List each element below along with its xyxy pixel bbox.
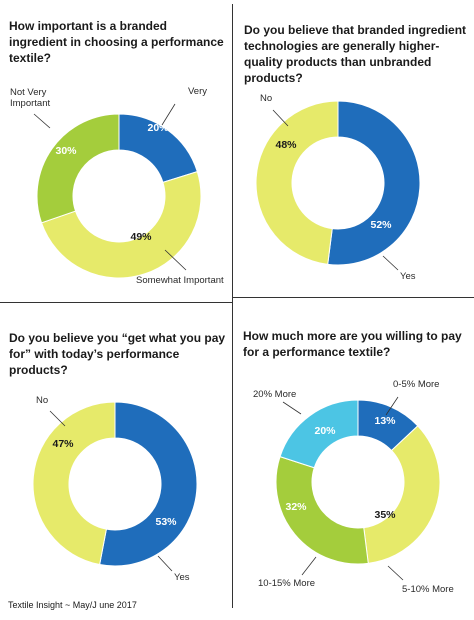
category-label-no: No <box>260 93 272 104</box>
leader-line-10-15-more <box>301 556 317 576</box>
donut-slice-10-15-more <box>275 456 369 565</box>
percent-label-20-more: 20% <box>314 425 336 437</box>
chart-title: How much more are you willing to pay for… <box>243 329 462 359</box>
leader-line-somewhat-important <box>164 249 187 271</box>
percent-label-somewhat-important: 49% <box>130 231 152 243</box>
percent-label-10-15-more: 32% <box>285 501 307 513</box>
left-horizontal-divider <box>0 302 232 303</box>
donut-slice-not-very-important <box>36 113 120 224</box>
category-label-very: Very <box>188 86 207 97</box>
category-label-somewhat-important: Somewhat Important <box>136 275 224 286</box>
leader-line-yes <box>382 255 399 271</box>
chart-title: How important is a branded ingredient in… <box>9 19 224 65</box>
category-label-yes: Yes <box>400 271 416 282</box>
donut-slice-20-more <box>279 399 359 469</box>
leader-line-very <box>161 103 176 126</box>
percent-label-no: 48% <box>275 139 297 151</box>
percent-label-0-5-more: 13% <box>374 415 396 427</box>
percent-label-5-10-more: 35% <box>374 509 396 521</box>
donut-slice-yes <box>327 100 421 266</box>
donut-slice-somewhat-important <box>40 171 202 279</box>
category-label-no: No <box>36 395 48 406</box>
percent-label-yes: 52% <box>370 219 392 231</box>
donut-slice-no <box>255 100 339 265</box>
category-label-10-15-more: 10-15% More <box>258 578 315 589</box>
percent-label-yes: 53% <box>155 516 177 528</box>
category-label-20-more: 20% More <box>253 389 296 400</box>
category-label-not-very-important: Not Very Important <box>10 87 50 109</box>
right-horizontal-divider <box>233 297 474 298</box>
leader-line-yes <box>157 555 173 572</box>
chart-title: Do you believe that branded ingredient t… <box>244 23 467 85</box>
donut-slice-5-10-more <box>363 425 441 564</box>
percent-label-no: 47% <box>52 438 74 450</box>
chart-title: Do you believe you “get what you pay for… <box>9 331 226 377</box>
category-label-0-5-more: 0-5% More <box>393 379 439 390</box>
category-label-yes: Yes <box>174 572 190 583</box>
donut-slice-no <box>32 401 116 566</box>
leader-line-20-more <box>282 401 302 415</box>
leader-line-not-very-important <box>33 113 51 129</box>
vertical-divider <box>232 4 233 608</box>
donut-slice-yes <box>99 401 198 567</box>
category-label-5-10-more: 5-10% More <box>402 584 454 595</box>
leader-line-0-5-more <box>385 396 399 416</box>
percent-label-very: 20% <box>147 122 169 134</box>
leader-line-no <box>272 109 289 127</box>
leader-line-no <box>49 410 66 427</box>
footer-credit: Textile Insight ~ May/J une 2017 <box>8 600 137 610</box>
percent-label-not-very-important: 30% <box>55 145 77 157</box>
leader-line-5-10-more <box>387 565 404 581</box>
